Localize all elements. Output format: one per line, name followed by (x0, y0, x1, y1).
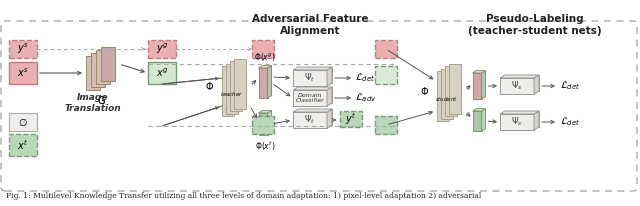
Bar (505, 75, 539, 91)
Bar (500, 78, 534, 94)
Polygon shape (259, 66, 271, 68)
Bar (375, 116, 397, 134)
Bar (96, 50, 110, 84)
Text: $_{student}$: $_{student}$ (435, 95, 458, 103)
Bar (437, 71, 449, 121)
Bar (259, 68, 268, 98)
Polygon shape (472, 109, 486, 111)
Polygon shape (481, 71, 486, 99)
Bar (445, 66, 457, 116)
Polygon shape (534, 75, 539, 94)
Text: $x^t$: $x^t$ (17, 138, 29, 152)
Polygon shape (472, 71, 486, 73)
Text: Adversarial Feature
Alignment: Adversarial Feature Alignment (252, 14, 368, 36)
Bar (293, 90, 327, 106)
Text: G: G (97, 96, 105, 106)
Text: Fig. 1: Multilevel Knowledge Transfer utilizing all three levels of domain adapt: Fig. 1: Multilevel Knowledge Transfer ut… (6, 192, 481, 200)
Text: $\Phi$: $\Phi$ (205, 80, 214, 92)
Text: $\Psi_s$: $\Psi_s$ (511, 116, 523, 128)
Polygon shape (293, 109, 332, 112)
Bar (222, 66, 234, 116)
Bar (293, 112, 327, 128)
Bar (298, 67, 332, 83)
Polygon shape (500, 75, 539, 78)
Text: Domain
Classifier: Domain Classifier (296, 93, 324, 103)
Text: $x^g$: $x^g$ (156, 67, 168, 79)
Text: $\Psi_s$: $\Psi_s$ (511, 80, 523, 92)
Text: $y^s$: $y^s$ (17, 42, 29, 56)
Bar (252, 40, 274, 58)
Bar (441, 69, 453, 118)
Text: $\mathcal{L}_{det}$: $\mathcal{L}_{det}$ (560, 116, 580, 128)
Bar (449, 63, 461, 114)
Polygon shape (268, 66, 271, 98)
Bar (86, 56, 100, 90)
Text: $\mathcal{L}_{adv}$: $\mathcal{L}_{adv}$ (355, 92, 376, 104)
Polygon shape (293, 87, 332, 90)
Bar (472, 111, 481, 131)
Text: $\mathcal{L}_{det}$: $\mathcal{L}_{det}$ (355, 72, 375, 84)
Bar (9, 113, 37, 131)
Text: $y^t$: $y^t$ (346, 111, 356, 127)
Polygon shape (534, 111, 539, 130)
Text: G: G (97, 96, 105, 106)
Bar (500, 114, 534, 130)
Polygon shape (327, 87, 332, 106)
Bar (472, 73, 481, 99)
Text: $\Phi$: $\Phi$ (420, 85, 429, 97)
Text: $_{teacher}$: $_{teacher}$ (220, 89, 243, 98)
Text: $\Phi(x^g)$: $\Phi(x^g)$ (254, 51, 276, 63)
Text: $y^g$: $y^g$ (156, 42, 168, 56)
Text: $\Phi(x^t)$: $\Phi(x^t)$ (255, 140, 275, 153)
Polygon shape (500, 111, 539, 114)
Bar (252, 116, 274, 134)
Bar (375, 66, 397, 84)
Text: Image
Translation: Image Translation (65, 93, 122, 113)
Text: $\emptyset$: $\emptyset$ (18, 116, 28, 128)
Bar (91, 53, 105, 87)
Bar (148, 40, 176, 58)
Bar (375, 40, 397, 58)
Bar (9, 40, 37, 58)
Bar (226, 63, 238, 114)
Bar (293, 70, 327, 86)
Polygon shape (259, 111, 271, 113)
Bar (298, 109, 332, 125)
Bar (505, 111, 539, 127)
Polygon shape (327, 109, 332, 128)
Text: $x^s$: $x^s$ (17, 67, 29, 79)
Bar (230, 61, 242, 111)
Bar (9, 62, 37, 84)
Polygon shape (293, 67, 332, 70)
Polygon shape (481, 109, 486, 131)
Text: $\mathcal{L}_{det}$: $\mathcal{L}_{det}$ (560, 80, 580, 92)
Text: Pseudo-Labeling
(teacher-student nets): Pseudo-Labeling (teacher-student nets) (468, 14, 602, 36)
Bar (298, 87, 332, 103)
Text: $\Psi_t$: $\Psi_t$ (305, 72, 316, 84)
Bar (9, 134, 37, 156)
Bar (148, 62, 176, 84)
Bar (101, 47, 115, 81)
Text: $\Psi_t$: $\Psi_t$ (305, 114, 316, 126)
Polygon shape (327, 67, 332, 86)
Bar (234, 59, 246, 109)
Bar (259, 113, 268, 135)
Bar (340, 111, 362, 127)
Polygon shape (268, 111, 271, 135)
